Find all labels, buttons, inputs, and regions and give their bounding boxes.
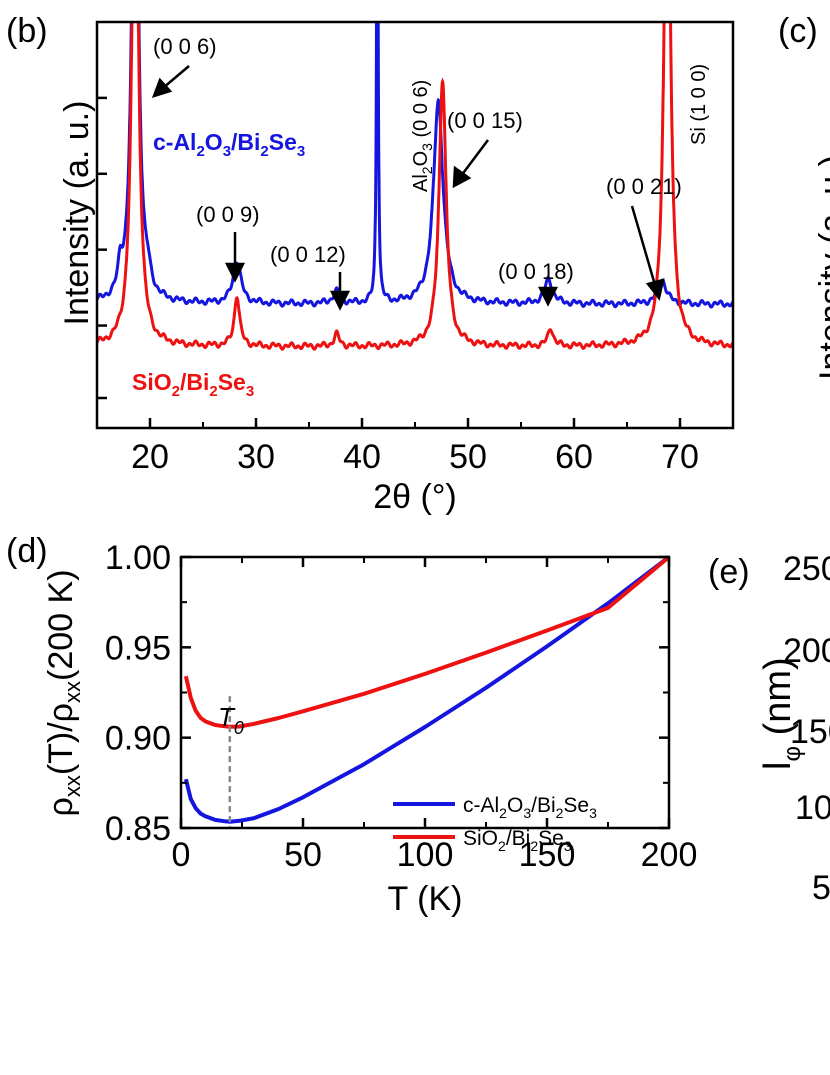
- peak-label-009: (0 0 9): [196, 202, 260, 227]
- panel-d: (d) 0 50 100 150 200 0.85 0.90 0.95 1.00 ρxx(T)/…: [6, 532, 697, 918]
- panel-d-ticks: 0 50 100 150 200 0.85 0.90 0.95 1.00: [105, 539, 698, 874]
- panel-c-ylabel: Intensity (a. u.): [813, 155, 830, 380]
- legend-label-sio2: SiO2/Bi2Se3: [463, 827, 572, 854]
- panel-b-xlabel: 2θ (°): [373, 478, 457, 516]
- arrow-0015: [460, 139, 489, 177]
- panel-d-xtick-label: 50: [284, 836, 322, 874]
- panel-b-series-group: [97, 22, 733, 351]
- panel-e-ytick-150: 150: [790, 713, 830, 751]
- peak-label-0015: (0 0 15): [447, 108, 523, 133]
- legend-sio2-bi2se3: SiO2/Bi2Se3: [132, 369, 254, 400]
- panel-e-ylabel: lφ (nm): [757, 657, 806, 770]
- panel-d-series-group: [183, 555, 671, 828]
- panel-d-ytick-label: 1.00: [105, 539, 171, 577]
- arrowhead-0018: [537, 286, 559, 307]
- panel-e-ytick-250: 250: [783, 550, 830, 588]
- panel-b-label: (b): [6, 12, 48, 50]
- panel-d-ytick-label: 0.90: [105, 720, 171, 758]
- panel-e: (e) lφ (nm) 250 200 150 100 50: [708, 550, 830, 907]
- xrd-series-0: [97, 22, 733, 309]
- legend-label-c-al2o3: c-Al2O3/Bi2Se3: [463, 794, 597, 821]
- arrow-0021: [630, 205, 657, 286]
- peak-label-0021: (0 0 21): [606, 174, 682, 199]
- arrowhead-0021: [645, 278, 665, 301]
- arrowhead-009: [224, 262, 246, 283]
- panel-d-legend: c-Al2O3/Bi2Se3 SiO2/Bi2Se3: [393, 794, 597, 854]
- panel-b-xtick-label: 70: [661, 438, 699, 476]
- panel-d-xtick-label: 100: [397, 836, 454, 874]
- peak-label-0018: (0 0 18): [498, 259, 574, 284]
- panel-b-xtick-label: 50: [449, 438, 487, 476]
- arrow-006: [162, 65, 190, 89]
- peak-label-0012: (0 0 12): [270, 242, 346, 267]
- panel-e-ytick-100: 100: [795, 789, 830, 827]
- panel-b-xtick-label: 40: [343, 438, 381, 476]
- panel-b-xtick-label: 30: [237, 438, 275, 476]
- legend-c-al2o3-bi2se3: c-Al2O3/Bi2Se3: [153, 129, 305, 160]
- panel-d-xtick-label: 200: [641, 836, 698, 874]
- substrate-label-si-100: Si (1 0 0): [688, 64, 710, 145]
- substrate-label-al2o3-006: Al2O3 (0 0 6): [410, 80, 435, 192]
- panel-d-ytick-label: 0.85: [105, 810, 171, 848]
- panel-d-xtick-label: 0: [172, 836, 191, 874]
- t0-annotation: T0: [218, 702, 244, 738]
- panel-c-label: (c): [778, 12, 818, 50]
- resistivity-series-0: [183, 555, 671, 824]
- panel-b-ticks: 20 30 40 50 60 70: [97, 96, 699, 476]
- panel-e-label: (e): [708, 553, 750, 591]
- xrd-series-1: [97, 22, 733, 351]
- panel-d-ylabel: ρxx(T)/ρxx(200 K): [42, 569, 85, 816]
- arrowhead-006: [151, 77, 173, 98]
- panel-e-ytick-200: 200: [783, 632, 830, 670]
- panel-d-xtick-label: 150: [519, 836, 576, 874]
- peak-label-006: (0 0 6): [153, 34, 217, 59]
- panel-d-axes-frame: [179, 555, 671, 830]
- arrowhead-0015: [452, 165, 472, 189]
- panel-b-xtick-label: 60: [555, 438, 593, 476]
- peak-arrows: [151, 65, 665, 311]
- arrowhead-0012: [329, 290, 351, 311]
- panel-b: (b) 20 30 40 50 60 70 Intensity (a. u.) 2θ (°…: [6, 12, 735, 516]
- panel-b-xtick-label: 20: [131, 438, 169, 476]
- panel-b-ylabel: Intensity (a. u.): [58, 101, 96, 326]
- panel-e-ytick-50: 50: [812, 869, 830, 907]
- panel-d-label: (d): [6, 532, 48, 570]
- panel-c: (c) Intensity (a. u.): [778, 12, 830, 380]
- panel-d-ytick-label: 0.95: [105, 629, 171, 667]
- resistivity-series-1: [183, 555, 671, 729]
- panel-d-xlabel: T (K): [388, 880, 463, 918]
